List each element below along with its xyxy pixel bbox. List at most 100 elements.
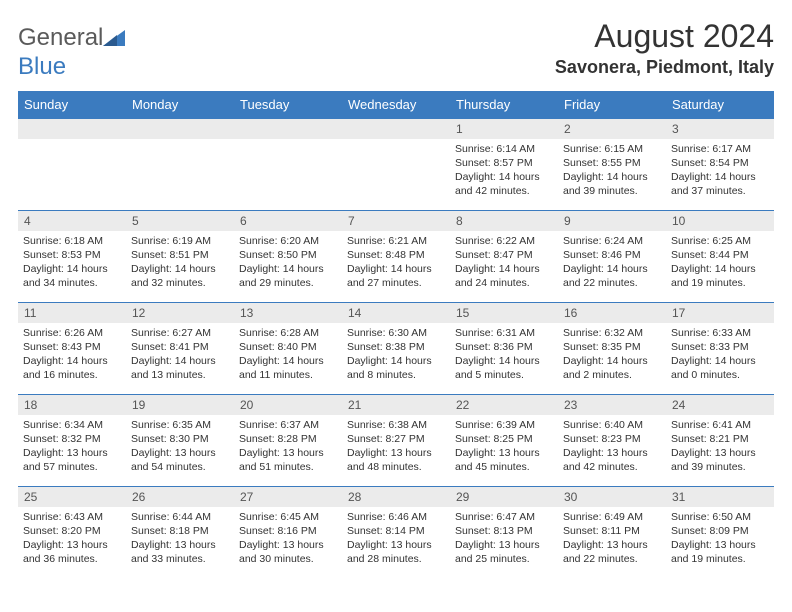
- sunrise-line: Sunrise: 6:34 AM: [23, 418, 121, 432]
- day-details: Sunrise: 6:41 AMSunset: 8:21 PMDaylight:…: [666, 415, 774, 478]
- sunrise-line: Sunrise: 6:40 AM: [563, 418, 661, 432]
- day-number: 8: [450, 211, 558, 231]
- daylight-line: Daylight: 14 hours and 34 minutes.: [23, 262, 121, 290]
- day-number: 27: [234, 487, 342, 507]
- daylight-line: Daylight: 13 hours and 51 minutes.: [239, 446, 337, 474]
- day-cell: [342, 118, 450, 210]
- day-number: 14: [342, 303, 450, 323]
- day-cell: 27Sunrise: 6:45 AMSunset: 8:16 PMDayligh…: [234, 486, 342, 578]
- day-header: Saturday: [666, 91, 774, 119]
- sunset-line: Sunset: 8:33 PM: [671, 340, 769, 354]
- daylight-line: Daylight: 13 hours and 25 minutes.: [455, 538, 553, 566]
- day-details: Sunrise: 6:35 AMSunset: 8:30 PMDaylight:…: [126, 415, 234, 478]
- sunset-line: Sunset: 8:55 PM: [563, 156, 661, 170]
- sunset-line: Sunset: 8:27 PM: [347, 432, 445, 446]
- day-cell: 19Sunrise: 6:35 AMSunset: 8:30 PMDayligh…: [126, 394, 234, 486]
- day-details: Sunrise: 6:33 AMSunset: 8:33 PMDaylight:…: [666, 323, 774, 386]
- header: GeneralBlue August 2024 Savonera, Piedmo…: [18, 18, 774, 81]
- daylight-line: Daylight: 13 hours and 57 minutes.: [23, 446, 121, 474]
- sunset-line: Sunset: 8:13 PM: [455, 524, 553, 538]
- day-details: Sunrise: 6:45 AMSunset: 8:16 PMDaylight:…: [234, 507, 342, 570]
- sunrise-line: Sunrise: 6:50 AM: [671, 510, 769, 524]
- daylight-line: Daylight: 13 hours and 45 minutes.: [455, 446, 553, 474]
- sunrise-line: Sunrise: 6:25 AM: [671, 234, 769, 248]
- logo-text: GeneralBlue: [18, 24, 125, 81]
- day-details: Sunrise: 6:32 AMSunset: 8:35 PMDaylight:…: [558, 323, 666, 386]
- day-number: 11: [18, 303, 126, 323]
- empty-day: [234, 119, 342, 139]
- day-cell: 10Sunrise: 6:25 AMSunset: 8:44 PMDayligh…: [666, 210, 774, 302]
- sunset-line: Sunset: 8:09 PM: [671, 524, 769, 538]
- day-header: Monday: [126, 91, 234, 119]
- daylight-line: Daylight: 14 hours and 42 minutes.: [455, 170, 553, 198]
- sunrise-line: Sunrise: 6:45 AM: [239, 510, 337, 524]
- sunrise-line: Sunrise: 6:17 AM: [671, 142, 769, 156]
- day-header: Friday: [558, 91, 666, 119]
- day-details: Sunrise: 6:39 AMSunset: 8:25 PMDaylight:…: [450, 415, 558, 478]
- day-details: Sunrise: 6:27 AMSunset: 8:41 PMDaylight:…: [126, 323, 234, 386]
- sunrise-line: Sunrise: 6:39 AM: [455, 418, 553, 432]
- day-number: 31: [666, 487, 774, 507]
- day-cell: 8Sunrise: 6:22 AMSunset: 8:47 PMDaylight…: [450, 210, 558, 302]
- day-number: 15: [450, 303, 558, 323]
- day-cell: 28Sunrise: 6:46 AMSunset: 8:14 PMDayligh…: [342, 486, 450, 578]
- day-number: 23: [558, 395, 666, 415]
- daylight-line: Daylight: 13 hours and 54 minutes.: [131, 446, 229, 474]
- day-number: 13: [234, 303, 342, 323]
- sunrise-line: Sunrise: 6:38 AM: [347, 418, 445, 432]
- calendar-page: GeneralBlue August 2024 Savonera, Piedmo…: [0, 0, 792, 578]
- day-details: Sunrise: 6:17 AMSunset: 8:54 PMDaylight:…: [666, 139, 774, 202]
- sunrise-line: Sunrise: 6:27 AM: [131, 326, 229, 340]
- sunset-line: Sunset: 8:48 PM: [347, 248, 445, 262]
- sunset-line: Sunset: 8:28 PM: [239, 432, 337, 446]
- day-number: 24: [666, 395, 774, 415]
- day-details: Sunrise: 6:18 AMSunset: 8:53 PMDaylight:…: [18, 231, 126, 294]
- day-cell: 17Sunrise: 6:33 AMSunset: 8:33 PMDayligh…: [666, 302, 774, 394]
- day-details: Sunrise: 6:28 AMSunset: 8:40 PMDaylight:…: [234, 323, 342, 386]
- sunrise-line: Sunrise: 6:47 AM: [455, 510, 553, 524]
- calendar-table: SundayMondayTuesdayWednesdayThursdayFrid…: [18, 91, 774, 579]
- day-details: Sunrise: 6:24 AMSunset: 8:46 PMDaylight:…: [558, 231, 666, 294]
- day-number: 4: [18, 211, 126, 231]
- day-cell: 29Sunrise: 6:47 AMSunset: 8:13 PMDayligh…: [450, 486, 558, 578]
- day-details: Sunrise: 6:19 AMSunset: 8:51 PMDaylight:…: [126, 231, 234, 294]
- day-details: Sunrise: 6:50 AMSunset: 8:09 PMDaylight:…: [666, 507, 774, 570]
- day-cell: 14Sunrise: 6:30 AMSunset: 8:38 PMDayligh…: [342, 302, 450, 394]
- daylight-line: Daylight: 13 hours and 39 minutes.: [671, 446, 769, 474]
- sunrise-line: Sunrise: 6:43 AM: [23, 510, 121, 524]
- sunrise-line: Sunrise: 6:32 AM: [563, 326, 661, 340]
- daylight-line: Daylight: 14 hours and 13 minutes.: [131, 354, 229, 382]
- sunrise-line: Sunrise: 6:28 AM: [239, 326, 337, 340]
- day-details: Sunrise: 6:34 AMSunset: 8:32 PMDaylight:…: [18, 415, 126, 478]
- day-cell: 21Sunrise: 6:38 AMSunset: 8:27 PMDayligh…: [342, 394, 450, 486]
- day-number: 18: [18, 395, 126, 415]
- daylight-line: Daylight: 14 hours and 32 minutes.: [131, 262, 229, 290]
- sunset-line: Sunset: 8:53 PM: [23, 248, 121, 262]
- day-details: Sunrise: 6:22 AMSunset: 8:47 PMDaylight:…: [450, 231, 558, 294]
- daylight-line: Daylight: 14 hours and 8 minutes.: [347, 354, 445, 382]
- sunset-line: Sunset: 8:38 PM: [347, 340, 445, 354]
- daylight-line: Daylight: 14 hours and 29 minutes.: [239, 262, 337, 290]
- sunset-line: Sunset: 8:36 PM: [455, 340, 553, 354]
- day-number: 20: [234, 395, 342, 415]
- daylight-line: Daylight: 13 hours and 30 minutes.: [239, 538, 337, 566]
- day-number: 1: [450, 119, 558, 139]
- daylight-line: Daylight: 13 hours and 19 minutes.: [671, 538, 769, 566]
- day-number: 28: [342, 487, 450, 507]
- daylight-line: Daylight: 14 hours and 11 minutes.: [239, 354, 337, 382]
- day-cell: 31Sunrise: 6:50 AMSunset: 8:09 PMDayligh…: [666, 486, 774, 578]
- day-cell: 5Sunrise: 6:19 AMSunset: 8:51 PMDaylight…: [126, 210, 234, 302]
- sunset-line: Sunset: 8:50 PM: [239, 248, 337, 262]
- daylight-line: Daylight: 14 hours and 2 minutes.: [563, 354, 661, 382]
- day-number: 3: [666, 119, 774, 139]
- empty-day: [342, 119, 450, 139]
- sunset-line: Sunset: 8:16 PM: [239, 524, 337, 538]
- sunset-line: Sunset: 8:57 PM: [455, 156, 553, 170]
- day-cell: 7Sunrise: 6:21 AMSunset: 8:48 PMDaylight…: [342, 210, 450, 302]
- daylight-line: Daylight: 14 hours and 37 minutes.: [671, 170, 769, 198]
- day-number: 10: [666, 211, 774, 231]
- day-cell: 24Sunrise: 6:41 AMSunset: 8:21 PMDayligh…: [666, 394, 774, 486]
- day-details: Sunrise: 6:30 AMSunset: 8:38 PMDaylight:…: [342, 323, 450, 386]
- day-cell: 2Sunrise: 6:15 AMSunset: 8:55 PMDaylight…: [558, 118, 666, 210]
- day-number: 7: [342, 211, 450, 231]
